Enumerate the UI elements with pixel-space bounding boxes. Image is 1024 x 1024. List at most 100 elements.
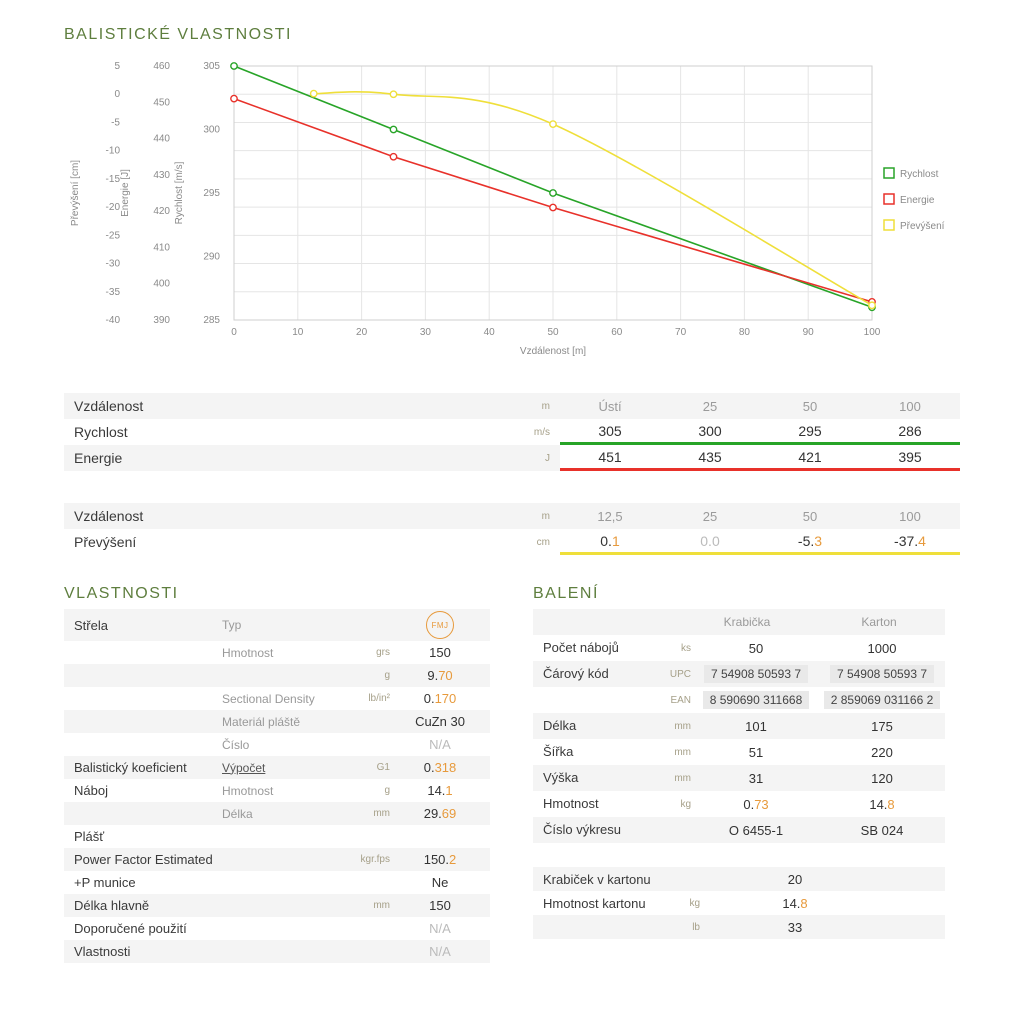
value-cell: 14.8 <box>782 895 808 911</box>
property-value: 0.318 <box>423 760 457 775</box>
value-cell: 25 <box>702 508 718 524</box>
svg-text:305: 305 <box>203 61 220 72</box>
value-cell: 100 <box>899 508 921 524</box>
value-cell: 7 54908 50593 7 <box>693 665 819 683</box>
value-cell: 120 <box>871 770 893 786</box>
barcode-value: 8 590690 311668 <box>702 691 810 709</box>
page-title: BALISTICKÉ VLASTNOSTI <box>64 26 292 43</box>
property-value: 29.69 <box>423 806 457 821</box>
legend-label: Převýšení <box>900 221 945 232</box>
row-unit: mm <box>674 720 691 732</box>
svg-text:-15: -15 <box>106 174 121 185</box>
velocity-energy-table: Vzdálenost m Ústí 25 50 100 Rychlost m/s 305 300 2… <box>64 393 960 471</box>
row-unit: m/s <box>533 426 550 438</box>
property-row: Sectional Density lb/in² 0.170 <box>64 687 490 710</box>
properties-section: VLASTNOSTI Střela Typ FMJ Hmotnost grs 150 g 9.… <box>64 585 490 963</box>
chart-legend: Rychlost Energie Převýšení <box>883 167 945 232</box>
row-label: Krabiček v kartonu <box>543 871 651 887</box>
property-unit: kgr.fps <box>360 854 390 865</box>
value-cell: O 6455-1 <box>728 822 784 838</box>
carton-row: Hmotnost kartonu kg 14.8 <box>533 891 945 915</box>
property-value: 9.70 <box>427 668 453 683</box>
value-cell: 8 590690 311668 <box>693 691 819 709</box>
row-unit: UPC <box>669 668 691 680</box>
value-cell: 451 <box>598 448 622 465</box>
property-label: Náboj <box>74 783 108 798</box>
y-axis-1: 460 450 440 430 420 410 400 390 <box>153 61 170 326</box>
row-unit: m <box>541 400 550 412</box>
table-row: Rychlost m/s 305 300 295 286 <box>64 419 960 445</box>
value-cell: 33 <box>787 919 803 935</box>
packaging-title: BALENÍ <box>533 585 599 602</box>
value-cell: 0.73 <box>743 796 769 812</box>
property-unit: mm <box>373 808 390 819</box>
value-cell: 2 859069 031166 2 <box>819 691 945 709</box>
value-cell: 100 <box>899 398 921 414</box>
property-sublabel: Hmotnost <box>222 645 274 660</box>
property-value: 150 <box>429 898 451 913</box>
row-label: Převýšení <box>74 534 137 550</box>
value-cell: 421 <box>798 448 822 465</box>
property-sublabel: Hmotnost <box>222 783 274 798</box>
property-row: Doporučené použití N/A <box>64 917 490 940</box>
value-cell: 300 <box>698 422 722 439</box>
value-cell: 31 <box>748 770 764 786</box>
svg-text:60: 60 <box>611 327 623 338</box>
value-cell: 305 <box>598 422 622 439</box>
bullet-type-badge: FMJ <box>426 611 454 639</box>
svg-text:460: 460 <box>153 61 170 72</box>
calculation-link[interactable]: Výpočet <box>222 760 266 775</box>
row-label: Počet nábojů <box>543 639 619 655</box>
value-cell: Ústí <box>598 398 622 414</box>
packaging-row: Čárový kód UPC 7 54908 50593 7 7 54908 5059… <box>533 661 945 687</box>
y-axis-title-0: Převýšení [cm] <box>70 160 81 226</box>
property-row: Balistický koeficient Výpočet G1 0.318 <box>64 756 490 779</box>
property-row: Délka hlavně mm 150 <box>64 894 490 917</box>
row-unit: J <box>545 452 550 464</box>
row-label: Čárový kód <box>543 665 609 681</box>
properties-title: VLASTNOSTI <box>64 585 179 602</box>
svg-text:90: 90 <box>803 327 815 338</box>
value-cell: 101 <box>745 718 767 734</box>
property-row: Vlastnosti N/A <box>64 940 490 963</box>
svg-text:70: 70 <box>675 327 687 338</box>
property-value: Ne <box>431 875 449 890</box>
row-unit: EAN <box>670 694 691 706</box>
property-label: Balistický koeficient <box>74 760 187 775</box>
packaging-row: Hmotnost kg 0.73 14.8 <box>533 791 945 817</box>
property-unit: grs <box>376 647 390 658</box>
svg-text:-25: -25 <box>106 230 121 241</box>
property-row: Náboj Hmotnost g 14.1 <box>64 779 490 802</box>
value-cell: 25 <box>702 398 718 414</box>
property-row: Hmotnost grs 150 <box>64 641 490 664</box>
property-value: CuZn 30 <box>415 714 465 729</box>
value-cell: -37. 4 <box>894 532 926 549</box>
svg-text:430: 430 <box>153 170 170 181</box>
svg-text:5: 5 <box>114 61 120 72</box>
row-label: Hmotnost kartonu <box>543 895 646 911</box>
row-unit: m <box>541 510 550 522</box>
svg-text:10: 10 <box>292 327 304 338</box>
property-row: Délka mm 29.69 <box>64 802 490 825</box>
property-sublabel: Typ <box>222 618 242 632</box>
packaging-header-row: Krabička Karton <box>533 609 945 635</box>
property-row: +P munice Ne <box>64 871 490 894</box>
row-label: Délka <box>543 717 577 733</box>
property-label: Vlastnosti <box>74 944 131 959</box>
svg-text:20: 20 <box>356 327 368 338</box>
table-row: Energie J 451 435 421 395 <box>64 445 960 471</box>
carton-row: Krabiček v kartonu 20 <box>533 867 945 891</box>
row-label: Vzdálenost <box>74 508 144 524</box>
packaging-row: EAN 8 590690 311668 2 859069 031166 2 <box>533 687 945 713</box>
row-unit: lb <box>692 921 700 933</box>
value-cell: SB 024 <box>860 822 904 838</box>
row-label: Vzdálenost <box>74 398 144 414</box>
property-unit: lb/in² <box>368 693 390 704</box>
svg-text:420: 420 <box>153 206 170 217</box>
value-cell: -5. 3 <box>797 532 823 549</box>
row-values: 12,5 25 50 100 <box>560 503 960 529</box>
column-header: Krabička <box>723 615 771 629</box>
row-values: 451 435 421 395 <box>560 445 960 471</box>
packaging-row: Výška mm 31 120 <box>533 765 945 791</box>
row-values: Ústí 25 50 100 <box>560 393 960 419</box>
